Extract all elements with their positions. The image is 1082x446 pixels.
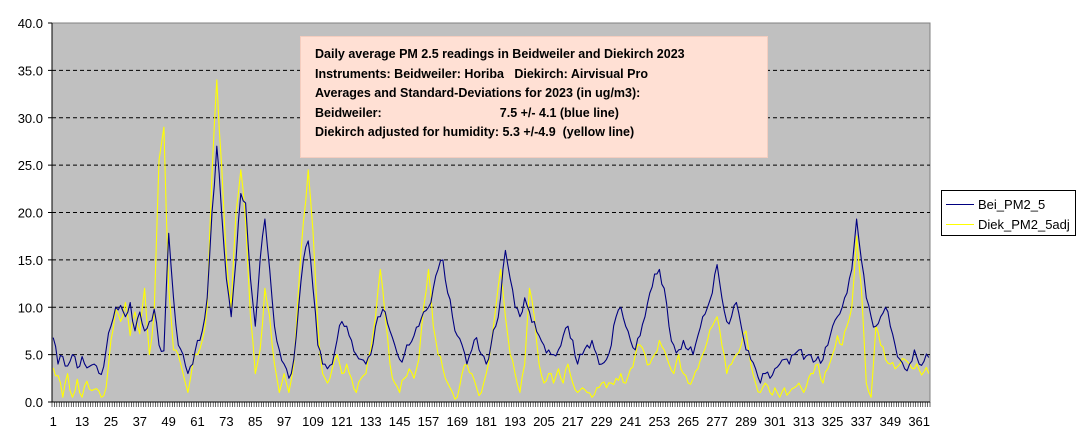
series-line-bei-pm2-5 [52, 145, 930, 384]
y-tick-label: 10.0 [18, 300, 43, 315]
x-tick-label: 289 [735, 414, 757, 429]
x-tick-label: 193 [504, 414, 526, 429]
y-tick-label: 25.0 [18, 158, 43, 173]
x-tick-label: 265 [677, 414, 699, 429]
x-tick-label: 313 [793, 414, 815, 429]
y-tick-label: 15.0 [18, 253, 43, 268]
x-tick-label: 97 [277, 414, 291, 429]
legend-label-bei: Bei_PM2_5 [978, 196, 1046, 212]
x-tick-label: 277 [706, 414, 728, 429]
y-tick-label: 30.0 [18, 111, 43, 126]
x-axis: 1 13 25 37 49 61 73 85 97 109 121 133 145 157 169 181 19… [50, 401, 931, 429]
series-layer [52, 79, 930, 400]
x-tick-label: 13 [75, 414, 89, 429]
x-tick-label: 217 [562, 414, 584, 429]
x-tick-label: 229 [591, 414, 613, 429]
y-tick-label: 5.0 [25, 348, 43, 363]
y-tick-label: 40.0 [18, 16, 43, 31]
x-tick-label: 325 [822, 414, 844, 429]
x-tick-label: 49 [161, 414, 175, 429]
x-tick-label: 349 [879, 414, 901, 429]
legend-label-diek: Diek_PM2_5adj [978, 216, 1070, 232]
legend-swatch-bei [946, 203, 974, 205]
x-tick-label: 1 [50, 414, 57, 429]
x-tick-label: 25 [104, 414, 118, 429]
annotation-diekirch: Diekirch adjusted for humidity: 5.3 +/-4… [315, 125, 635, 139]
legend: Bei_PM2_5 Diek_PM2_5adj [941, 190, 1076, 236]
annotation-averages-header: Averages and Standard-Deviations for 202… [315, 86, 641, 100]
x-tick-label: 181 [475, 414, 497, 429]
legend-swatch-diek [946, 223, 974, 225]
annotation-instruments: Instruments: Beidweiler: Horiba Diekirch… [315, 66, 648, 81]
x-tick-label: 145 [389, 414, 411, 429]
y-axis: 0.0 5.0 10.0 15.0 20.0 25.0 30.0 35.0 40.0 [18, 16, 53, 410]
y-tick-label: 0.0 [25, 395, 43, 410]
x-tick-label: 205 [533, 414, 555, 429]
y-tick-label: 20.0 [18, 206, 43, 221]
x-tick-label: 61 [190, 414, 204, 429]
x-tick-label: 85 [248, 414, 262, 429]
x-tick-label: 253 [649, 414, 671, 429]
x-tick-label: 241 [620, 414, 642, 429]
x-tick-label: 121 [331, 414, 353, 429]
x-tick-label: 361 [908, 414, 930, 429]
x-tick-label: 157 [418, 414, 440, 429]
x-tick-label: 301 [764, 414, 786, 429]
annotation-beidweiler: Beidweiler: 7.5 +/- 4.1 (blue line) [315, 105, 619, 120]
x-tick-label: 337 [851, 414, 873, 429]
gridlines [52, 69, 930, 356]
annotation-box: Daily average PM 2.5 readings in Beidwei… [300, 36, 768, 158]
x-tick-label: 169 [446, 414, 468, 429]
legend-item-diek: Diek_PM2_5adj [946, 215, 1070, 233]
y-tick-label: 35.0 [18, 63, 43, 78]
x-tick-label: 73 [219, 414, 233, 429]
annotation-title: Daily average PM 2.5 readings in Beidwei… [315, 47, 685, 61]
x-tick-label: 109 [302, 414, 324, 429]
x-tick-label: 37 [133, 414, 147, 429]
legend-item-bei: Bei_PM2_5 [946, 195, 1045, 213]
x-tick-label: 133 [360, 414, 382, 429]
